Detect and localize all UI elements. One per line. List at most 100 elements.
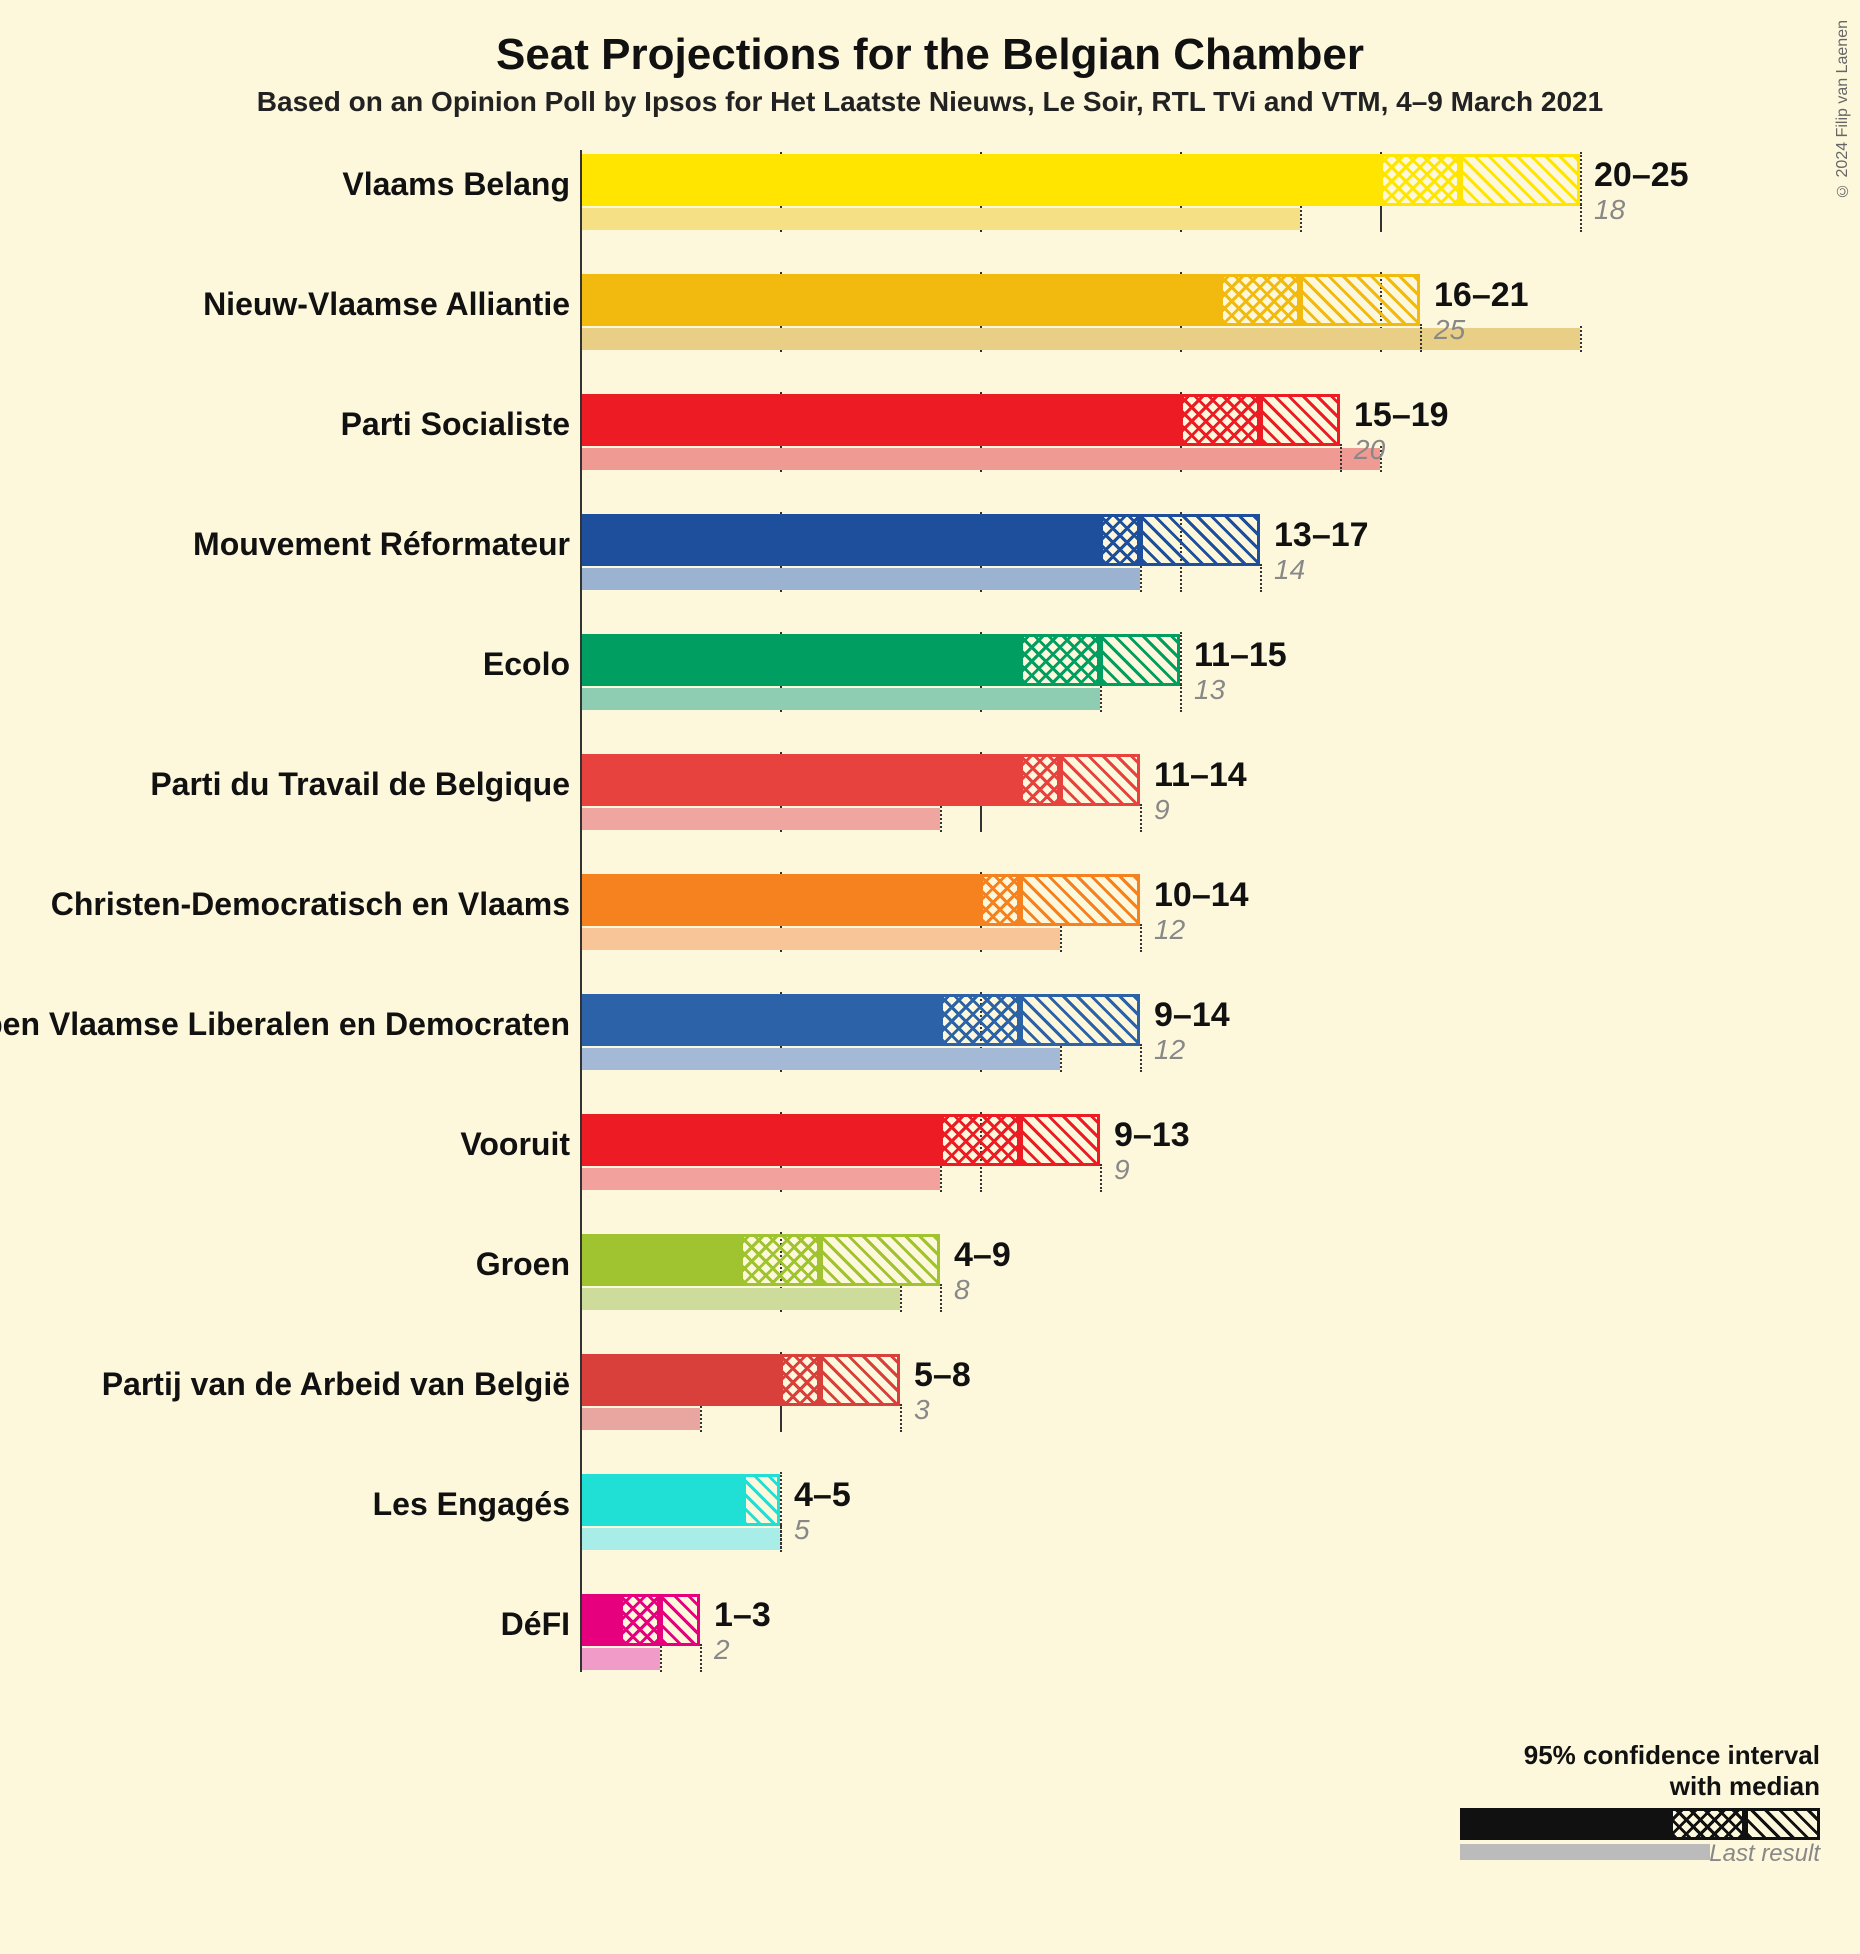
legend-crosshatch-swatch: [1670, 1808, 1745, 1840]
last-result-tick: [940, 1166, 942, 1192]
bar-last-result: [580, 1288, 900, 1310]
last-result-label: 12: [1154, 1034, 1185, 1066]
bar-median: [1100, 514, 1140, 566]
bar-high: [1260, 394, 1340, 446]
ci-high-tick: [1180, 684, 1182, 712]
bar-high: [740, 1474, 780, 1526]
party-row: Groen 4–98: [0, 1230, 1860, 1350]
ci-high-tick: [1100, 1164, 1102, 1192]
bar-high: [1020, 874, 1140, 926]
party-row: Vlaams Belang 20–2518: [0, 150, 1860, 270]
bar-low: [580, 1234, 740, 1286]
bar-low: [580, 1354, 780, 1406]
bar-low: [580, 1474, 740, 1526]
party-row: Les Engagés4–55: [0, 1470, 1860, 1590]
last-result-tick: [660, 1646, 662, 1672]
last-result-label: 3: [914, 1394, 930, 1426]
last-result-label: 9: [1154, 794, 1170, 826]
party-label: Groen: [476, 1246, 570, 1283]
last-result-tick: [1060, 1046, 1062, 1072]
range-label: 16–21: [1434, 276, 1529, 315]
last-result-label: 12: [1154, 914, 1185, 946]
legend-last-label: Last result: [1709, 1840, 1820, 1868]
bar-high: [1020, 1114, 1100, 1166]
last-result-tick: [1580, 326, 1582, 352]
last-result-label: 13: [1194, 674, 1225, 706]
ci-high-tick: [1260, 564, 1262, 592]
legend-solid-swatch: [1460, 1808, 1670, 1840]
bar-last-result: [580, 688, 1100, 710]
bar-low: [580, 394, 1180, 446]
bar-last-result: [580, 448, 1380, 470]
bar-low: [580, 874, 980, 926]
party-row: Parti du Travail de Belgique11–149: [0, 750, 1860, 870]
party-row: Mouvement Réformateur 13–1714: [0, 510, 1860, 630]
party-label: Partij van de Arbeid van België: [102, 1366, 570, 1403]
legend-hatch-swatch: [1745, 1808, 1820, 1840]
last-result-tick: [1140, 566, 1142, 592]
bar-high: [1020, 994, 1140, 1046]
bar-median: [940, 994, 1020, 1046]
party-row: Nieuw-Vlaamse Alliantie16–2125: [0, 270, 1860, 390]
bar-median: [1020, 754, 1060, 806]
bar-low: [580, 274, 1220, 326]
bar-high: [1060, 754, 1140, 806]
ci-high-tick: [1140, 924, 1142, 952]
bar-last-result: [580, 1408, 700, 1430]
ci-high-tick: [940, 1284, 942, 1312]
bar-high: [820, 1354, 900, 1406]
party-label: Vlaams Belang: [342, 166, 570, 203]
range-label: 13–17: [1274, 516, 1369, 555]
bar-high: [660, 1594, 700, 1646]
ci-high-tick: [1140, 1044, 1142, 1072]
ci-high-tick: [1420, 324, 1422, 352]
bar-median: [780, 1354, 820, 1406]
range-label: 9–13: [1114, 1116, 1190, 1155]
last-result-label: 20: [1354, 434, 1385, 466]
party-row: Vooruit 9–139: [0, 1110, 1860, 1230]
bar-last-result: [580, 808, 940, 830]
bar-high: [1300, 274, 1420, 326]
party-row: DéFI1–32: [0, 1590, 1860, 1710]
range-label: 11–15: [1194, 636, 1287, 675]
bar-median: [620, 1594, 660, 1646]
bar-last-result: [580, 1168, 940, 1190]
last-result-label: 9: [1114, 1154, 1130, 1186]
range-label: 4–5: [794, 1476, 851, 1515]
bar-median: [740, 1234, 820, 1286]
range-label: 1–3: [714, 1596, 771, 1635]
party-row: Ecolo11–1513: [0, 630, 1860, 750]
party-label: Open Vlaamse Liberalen en Democraten: [0, 1006, 570, 1043]
party-label: DéFI: [501, 1606, 570, 1643]
last-result-tick: [1300, 206, 1302, 232]
range-label: 20–25: [1594, 156, 1689, 195]
bar-high: [820, 1234, 940, 1286]
last-result-label: 14: [1274, 554, 1305, 586]
bar-low: [580, 994, 940, 1046]
party-label: Vooruit: [460, 1126, 570, 1163]
last-result-label: 18: [1594, 194, 1625, 226]
ci-high-tick: [1580, 204, 1582, 232]
bar-last-result: [580, 1648, 660, 1670]
chart-area: Vlaams Belang 20–2518 Nieuw-Vlaamse Allian…: [0, 140, 1860, 1840]
bar-high: [1140, 514, 1260, 566]
bar-median: [1220, 274, 1300, 326]
bar-median: [1180, 394, 1260, 446]
bar-high: [1460, 154, 1580, 206]
range-label: 4–9: [954, 1236, 1011, 1275]
bar-high: [1100, 634, 1180, 686]
last-result-tick: [940, 806, 942, 832]
bar-low: [580, 754, 1020, 806]
bar-last-result: [580, 1528, 780, 1550]
last-result-label: 8: [954, 1274, 970, 1306]
party-label: Parti Socialiste: [341, 406, 570, 443]
bar-last-result: [580, 208, 1300, 230]
legend-ci-label-1: 95% confidence interval: [1440, 1740, 1820, 1771]
party-label: Mouvement Réformateur: [193, 526, 570, 563]
legend-last-swatch: [1460, 1844, 1710, 1860]
bar-median: [940, 1114, 1020, 1166]
chart-title: Seat Projections for the Belgian Chamber: [0, 0, 1860, 80]
party-label: Nieuw-Vlaamse Alliantie: [203, 286, 570, 323]
ci-high-tick: [780, 1524, 782, 1552]
party-row: Parti Socialiste15–1920: [0, 390, 1860, 510]
